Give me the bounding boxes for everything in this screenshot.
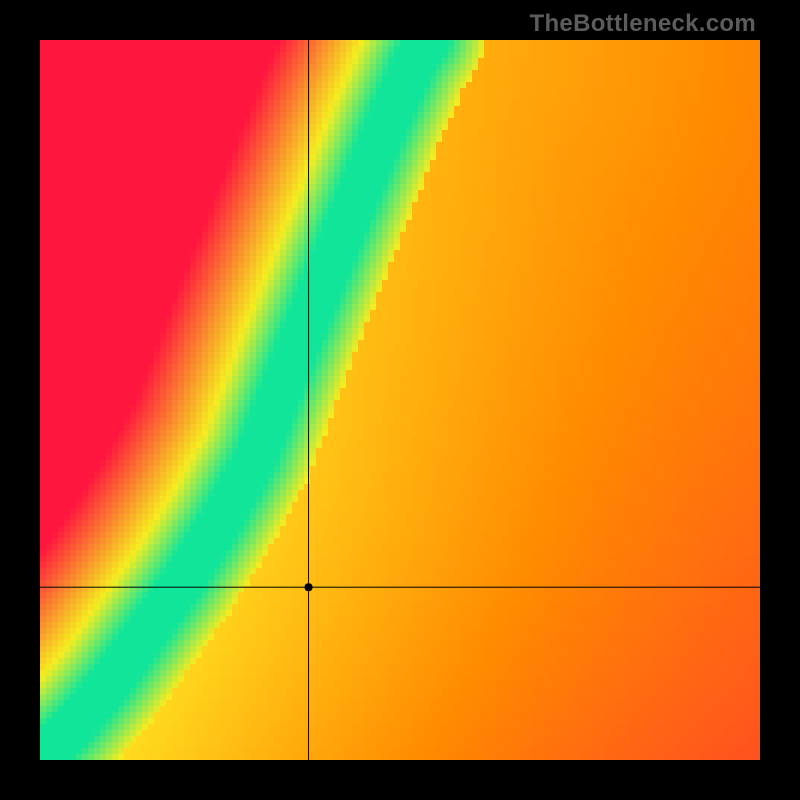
watermark-text: TheBottleneck.com	[530, 10, 756, 38]
heatmap-canvas	[0, 0, 800, 800]
chart-container: TheBottleneck.com	[0, 0, 800, 800]
